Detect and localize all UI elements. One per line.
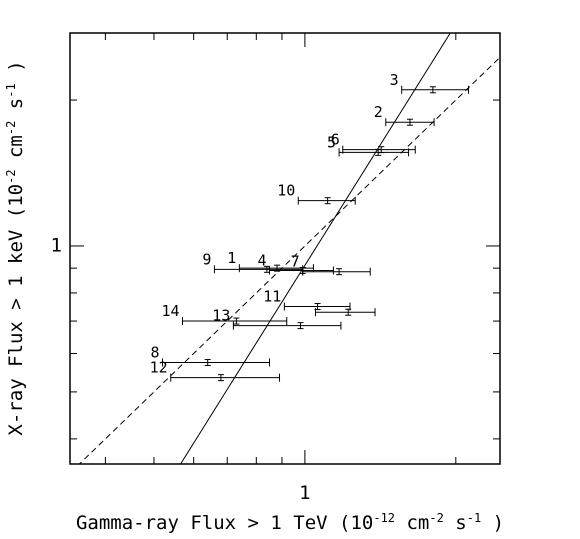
point-label: 5	[327, 133, 336, 151]
data-point	[297, 196, 356, 205]
data-point	[315, 308, 376, 317]
point-label: 3	[390, 71, 399, 89]
data-point	[283, 302, 351, 311]
x-tick-label: 1	[299, 482, 310, 504]
fit-solid-line	[180, 33, 451, 464]
point-label: 9	[202, 250, 211, 268]
y-tick-label: 1	[51, 234, 62, 256]
data-point	[182, 317, 288, 326]
data-point	[342, 145, 416, 154]
point-label: 7	[291, 253, 300, 271]
data-point	[213, 265, 304, 274]
y-axis-label: X-ray Flux > 1 keV (10-2 cm-2 s-1 )	[4, 60, 27, 435]
point-label: 12	[150, 359, 168, 377]
data-point	[385, 118, 435, 127]
axis-ticks	[70, 33, 500, 464]
data-point	[232, 321, 342, 330]
fit-lines	[78, 33, 500, 464]
point-label: 2	[374, 103, 383, 121]
plot-frame	[69, 32, 501, 465]
data-point	[401, 85, 470, 94]
point-label: 6	[331, 131, 340, 149]
point-label: 14	[161, 302, 179, 320]
data-point	[302, 267, 371, 276]
point-label: 11	[263, 288, 281, 306]
data-points	[162, 85, 470, 382]
point-label: 1	[227, 249, 236, 267]
point-label: 13	[212, 307, 230, 325]
point-label: 4	[257, 252, 266, 270]
data-point	[170, 373, 281, 382]
equality-dashed-line	[78, 56, 500, 464]
data-point	[162, 358, 271, 367]
point-label: 10	[277, 182, 295, 200]
x-axis-label: Gamma-ray Flux > 1 TeV (10-12 cm-2 s-1 )	[76, 511, 504, 534]
point-label: 8	[150, 343, 159, 361]
